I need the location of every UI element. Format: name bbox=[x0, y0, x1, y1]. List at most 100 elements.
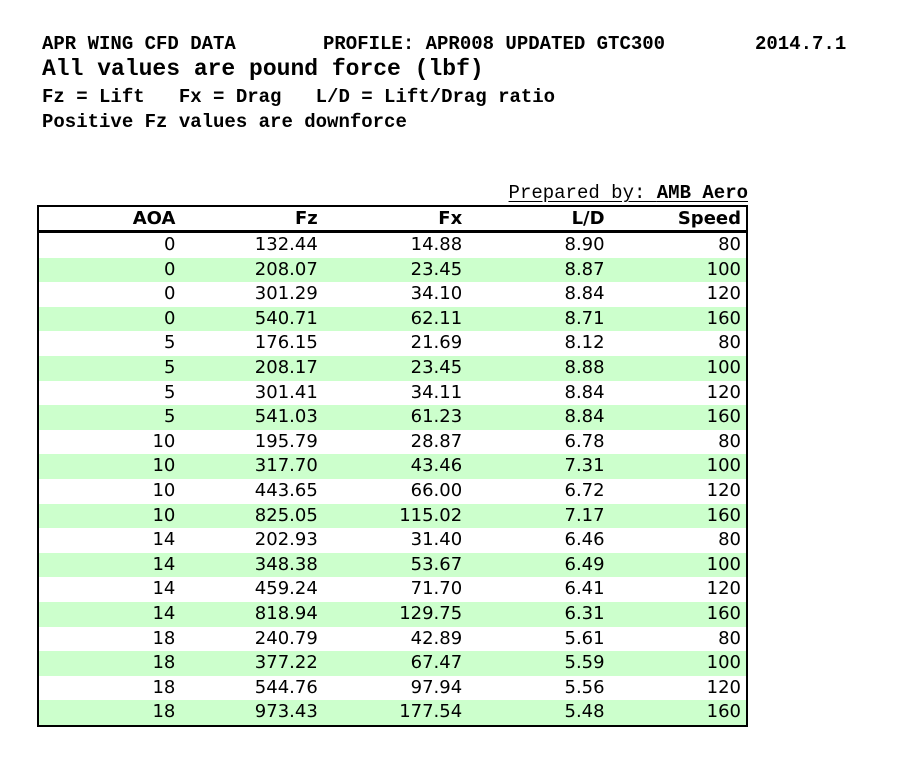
table-cell: 6.41 bbox=[564, 578, 605, 600]
table-cell: 10 bbox=[152, 479, 176, 501]
table-cell: 80 bbox=[718, 234, 741, 255]
table-cell: 5 bbox=[163, 381, 176, 403]
table-cell: 8.84 bbox=[564, 381, 605, 403]
document-title-line: APR WING CFD DATA PROFILE: APR008 UPDATE… bbox=[42, 33, 902, 55]
table-cell: 120 bbox=[706, 283, 741, 305]
table-row: 5 301.41 34.11 8.84 120 bbox=[38, 381, 747, 406]
column-header: L/D bbox=[465, 206, 608, 233]
table-cell: 34.10 bbox=[410, 283, 463, 305]
table-cell: 818.94 bbox=[254, 602, 318, 624]
table-cell: 18 bbox=[152, 627, 176, 649]
table-cell: 18 bbox=[152, 652, 176, 674]
table-row: 5 176.15 21.69 8.12 80 bbox=[38, 331, 747, 356]
table-cell: 160 bbox=[706, 307, 741, 329]
table-cell: 18 bbox=[152, 676, 176, 698]
data-sheet: Prepared by: AMB Aero AOA Fz Fx L/D Speed 0 1… bbox=[37, 182, 748, 727]
table-cell: 8.88 bbox=[564, 356, 605, 378]
table-cell: 176.15 bbox=[254, 332, 318, 354]
table-cell: 10 bbox=[152, 430, 176, 452]
table-cell: 97.94 bbox=[410, 676, 463, 698]
table-cell: 80 bbox=[718, 529, 741, 551]
prepared-by-label: Prepared by: bbox=[508, 182, 657, 204]
table-cell: 5.59 bbox=[564, 652, 605, 674]
table-row: 14 202.93 31.40 6.46 80 bbox=[38, 528, 747, 553]
profile-label: PROFILE: APR008 UPDATED GTC300 bbox=[323, 33, 666, 55]
cfd-table-body: 0 132.44 14.88 8.90 80 0 208.07 23.45 8.87 100 0 30… bbox=[38, 232, 747, 726]
table-cell: 544.76 bbox=[254, 676, 318, 698]
table-cell: 6.46 bbox=[564, 529, 605, 551]
column-header: Fz bbox=[178, 206, 321, 233]
table-cell: 14 bbox=[152, 529, 176, 551]
table-cell: 14 bbox=[152, 578, 176, 600]
table-cell: 5 bbox=[163, 406, 176, 428]
table-row: 0 132.44 14.88 8.90 80 bbox=[38, 232, 747, 258]
table-row: 14 818.94 129.75 6.31 160 bbox=[38, 601, 747, 627]
table-cell: 5.61 bbox=[564, 627, 605, 649]
table-row: 10 195.79 28.87 6.78 80 bbox=[38, 430, 747, 455]
table-cell: 61.23 bbox=[410, 406, 463, 428]
table-cell: 301.41 bbox=[254, 381, 318, 403]
table-cell: 195.79 bbox=[254, 430, 318, 452]
downforce-note: Positive Fz values are downforce bbox=[42, 111, 407, 133]
table-cell: 120 bbox=[706, 578, 741, 600]
table-cell: 825.05 bbox=[254, 504, 318, 526]
table-cell: 202.93 bbox=[254, 529, 318, 551]
prepared-by-line: Prepared by: AMB Aero bbox=[37, 182, 748, 205]
table-cell: 132.44 bbox=[254, 234, 318, 255]
symbols-legend: Fz = Lift Fx = Drag L/D = Lift/Drag rati… bbox=[42, 86, 556, 108]
table-cell: 18 bbox=[152, 701, 176, 723]
table-cell: 31.40 bbox=[410, 529, 463, 551]
table-cell: 42.89 bbox=[410, 627, 463, 649]
table-cell: 80 bbox=[718, 627, 741, 649]
table-cell: 80 bbox=[718, 332, 741, 354]
table-cell: 14.88 bbox=[410, 234, 463, 255]
table-row: 10 317.70 43.46 7.31 100 bbox=[38, 454, 747, 479]
table-cell: 10 bbox=[152, 455, 176, 477]
table-row: 5 208.17 23.45 8.88 100 bbox=[38, 355, 747, 381]
table-cell: 377.22 bbox=[254, 652, 318, 674]
table-cell: 100 bbox=[706, 356, 741, 378]
table-cell: 8.12 bbox=[564, 332, 605, 354]
table-cell: 160 bbox=[706, 504, 741, 526]
units-subtitle: All values are pound force (lbf) bbox=[42, 56, 484, 82]
column-header: AOA bbox=[38, 206, 179, 233]
table-row: 18 240.79 42.89 5.61 80 bbox=[38, 627, 747, 652]
table-cell: 129.75 bbox=[399, 602, 463, 624]
table-cell: 8.87 bbox=[564, 258, 605, 280]
table-cell: 23.45 bbox=[410, 356, 463, 378]
table-cell: 6.78 bbox=[564, 430, 605, 452]
table-cell: 541.03 bbox=[254, 406, 318, 428]
table-row: 0 540.71 62.11 8.71 160 bbox=[38, 306, 747, 332]
table-cell: 5.56 bbox=[564, 676, 605, 698]
table-cell: 0 bbox=[163, 258, 176, 280]
table-cell: 208.07 bbox=[254, 258, 318, 280]
table-cell: 973.43 bbox=[254, 701, 318, 723]
table-cell: 14 bbox=[152, 553, 176, 575]
table-cell: 53.67 bbox=[410, 553, 463, 575]
table-cell: 6.49 bbox=[564, 553, 605, 575]
table-cell: 6.72 bbox=[564, 479, 605, 501]
table-cell: 8.84 bbox=[564, 283, 605, 305]
report-date: 2014.7.1 bbox=[755, 33, 847, 55]
table-cell: 66.00 bbox=[410, 479, 463, 501]
cfd-data-table: AOA Fz Fx L/D Speed 0 132.44 14.88 8.90 80 0 208.0… bbox=[37, 205, 748, 727]
table-cell: 0 bbox=[163, 283, 176, 305]
column-header: Speed bbox=[607, 206, 747, 233]
table-cell: 43.46 bbox=[410, 455, 463, 477]
table-cell: 160 bbox=[706, 602, 741, 624]
table-cell: 28.87 bbox=[410, 430, 463, 452]
table-cell: 8.90 bbox=[564, 234, 605, 255]
table-row: 14 348.38 53.67 6.49 100 bbox=[38, 552, 747, 578]
table-cell: 10 bbox=[152, 504, 176, 526]
table-cell: 120 bbox=[706, 676, 741, 698]
table-header: AOA Fz Fx L/D Speed bbox=[38, 206, 747, 233]
table-cell: 100 bbox=[706, 553, 741, 575]
prepared-by-value: AMB Aero bbox=[656, 182, 748, 204]
table-cell: 160 bbox=[706, 701, 741, 723]
table-cell: 317.70 bbox=[254, 455, 318, 477]
table-cell: 208.17 bbox=[254, 356, 318, 378]
table-cell: 6.31 bbox=[564, 602, 605, 624]
table-row: 10 443.65 66.00 6.72 120 bbox=[38, 479, 747, 504]
table-cell: 5 bbox=[163, 332, 176, 354]
